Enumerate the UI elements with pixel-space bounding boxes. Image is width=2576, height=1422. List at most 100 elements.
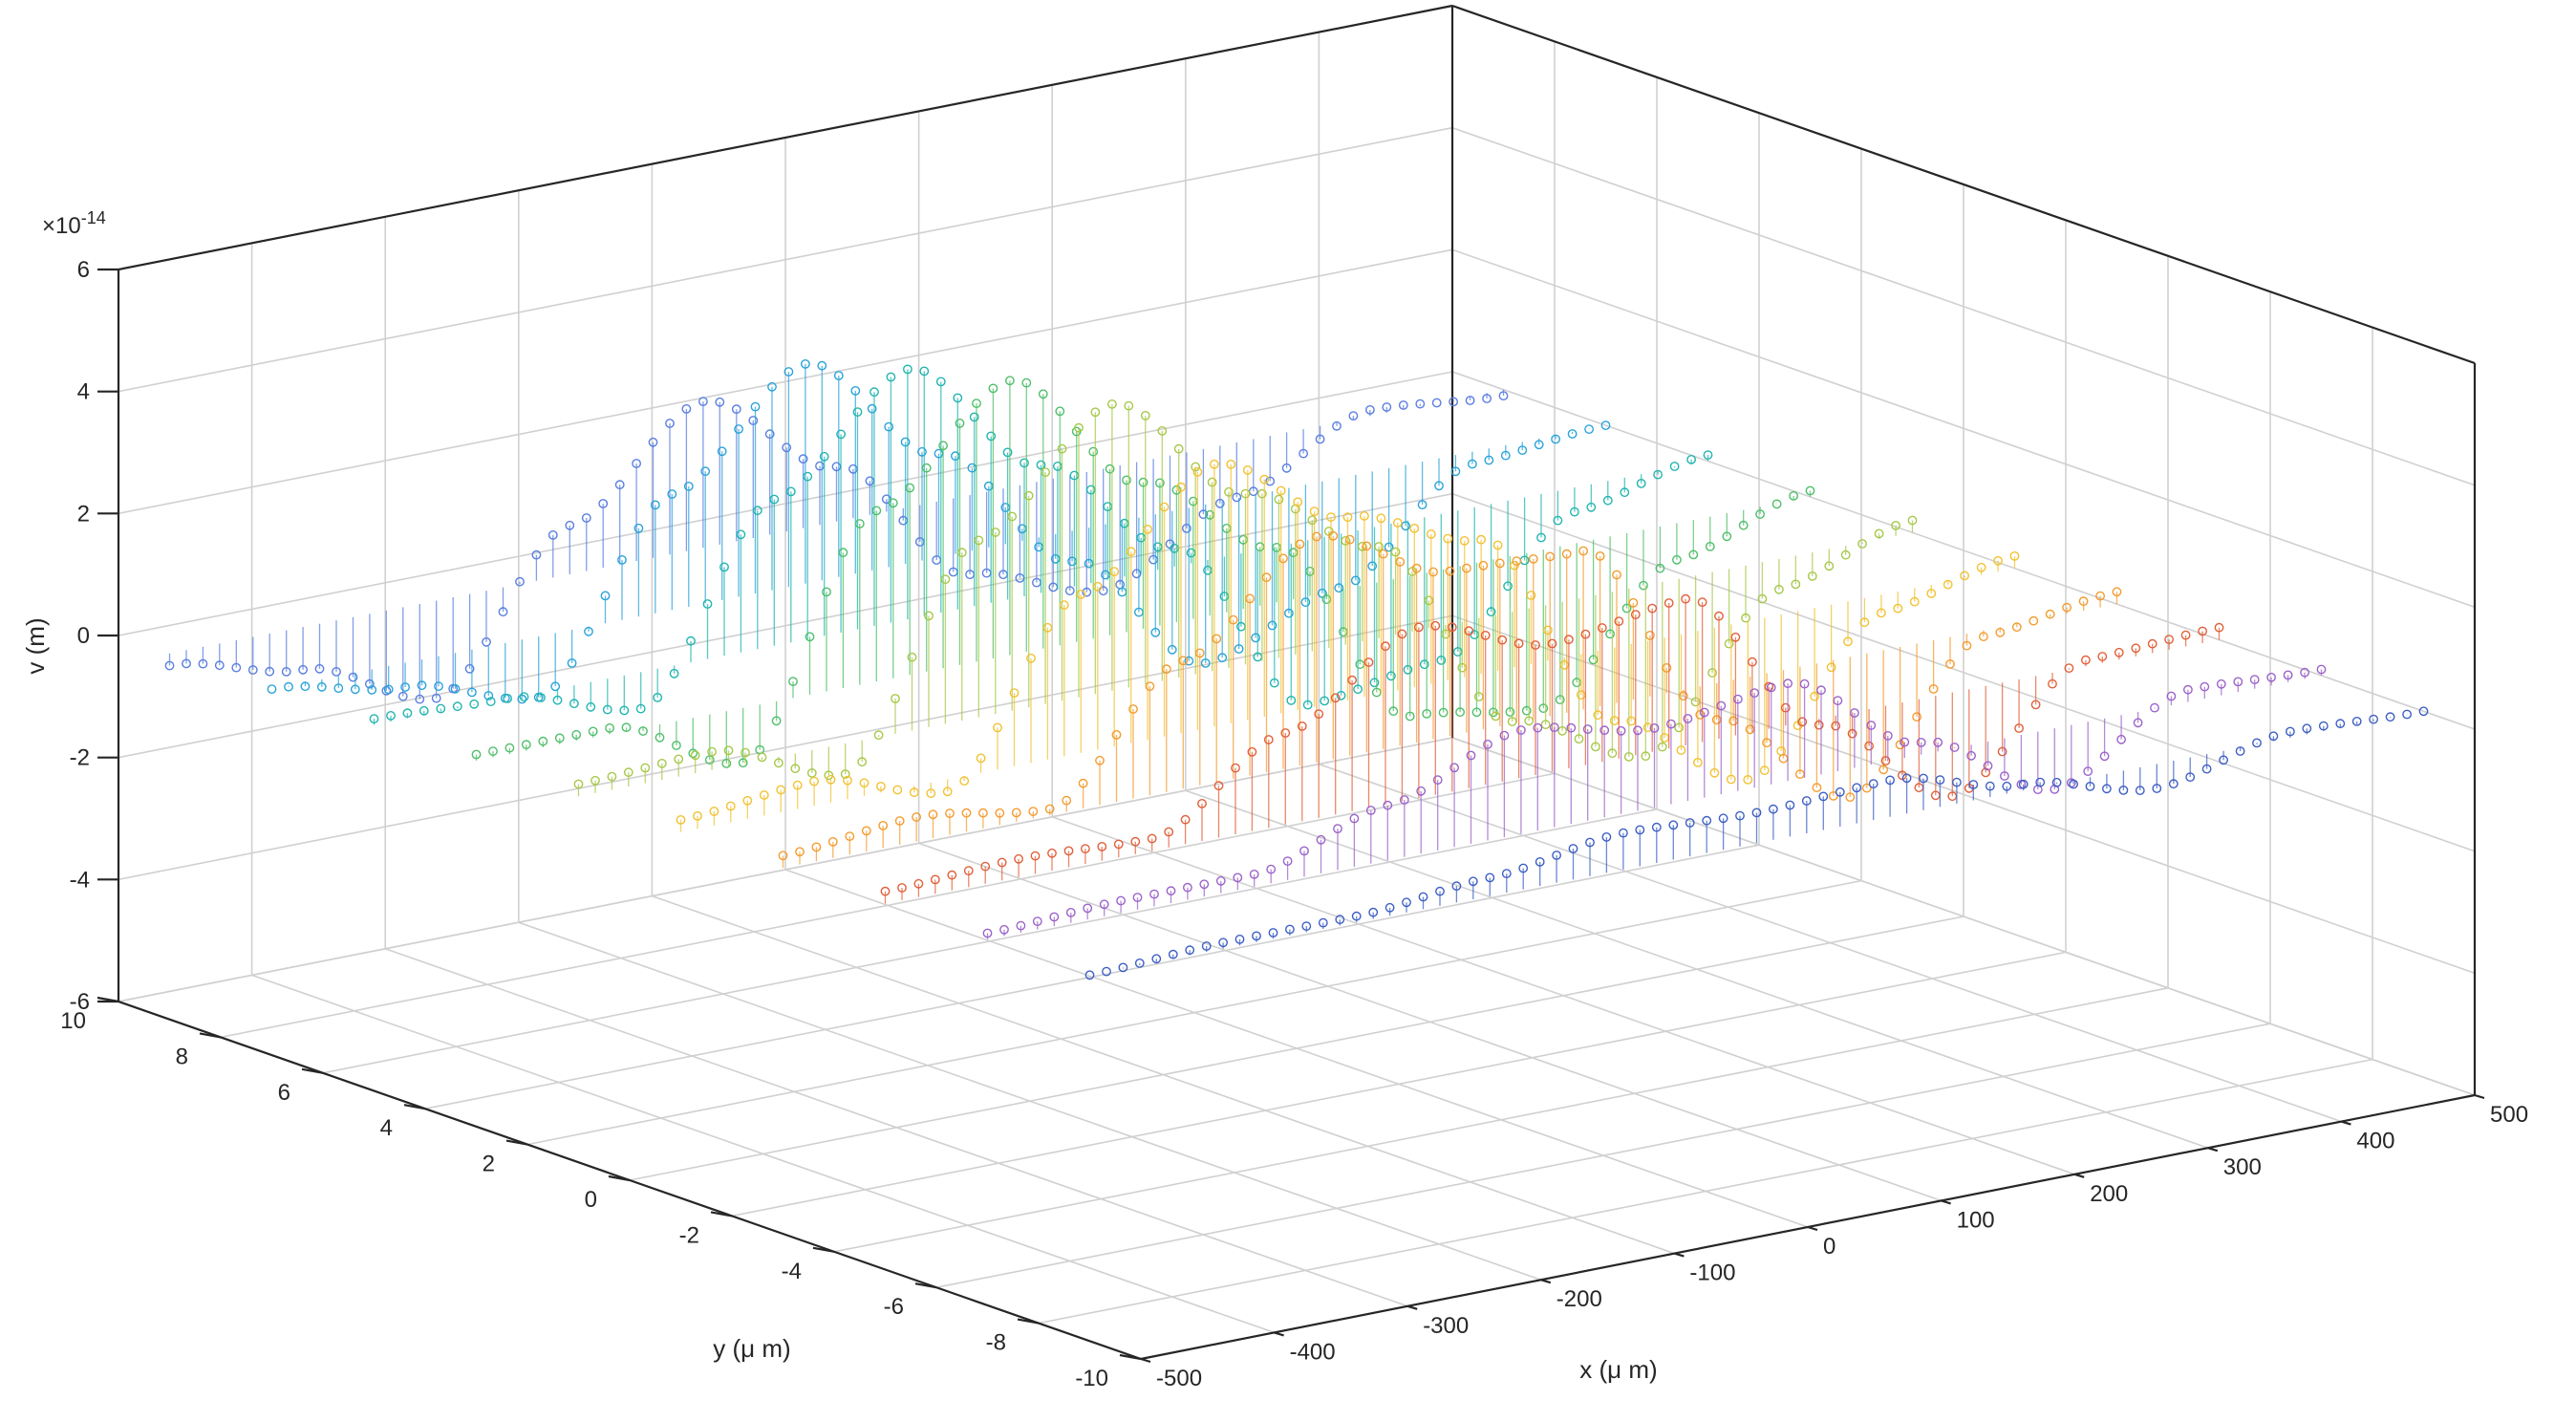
x-tick-mark [1941,1199,1951,1205]
stem-marker [1064,586,1075,595]
stem-marker [247,665,258,675]
stem-marker [554,733,565,743]
stem-marker [748,416,759,425]
stem-marker [2095,591,2106,601]
stem-marker [2118,786,2129,795]
stem-marker [386,711,396,721]
y-tick-mark [199,1032,222,1039]
z-exponent-power: -14 [81,208,106,227]
y-tick-label: 10 [60,1008,86,1034]
stem-marker [1968,780,1979,789]
stem-marker [690,750,700,761]
stem-marker [1143,525,1153,534]
x-tick-mark [2341,1120,2351,1126]
floor-gridline-y [424,844,1760,1110]
stem-marker [1088,446,1099,457]
stem-marker [903,364,912,375]
stem-marker [1983,761,1993,771]
stem-marker [827,837,838,847]
z-tick-label: 4 [77,379,90,405]
stem-marker [884,421,894,432]
stem-marker [1011,808,1021,818]
stem-marker [2045,609,2055,619]
stem-marker [1553,515,1563,526]
stem-marker [1299,448,1309,459]
stem-marker [1505,707,1515,717]
stem-marker [1242,464,1253,475]
stem-marker [1268,928,1278,937]
stem-marker [2018,779,2029,789]
stem-marker [1928,684,1939,694]
x-tick-label: 100 [1957,1207,1995,1233]
stem-marker [464,663,475,674]
x-tick-label: 400 [2356,1129,2394,1154]
stem-marker [2266,672,2277,682]
stem-marker [2318,721,2329,731]
stem-marker [1207,477,1217,487]
stem-marker [1750,688,1760,698]
stem-marker [721,759,732,768]
stem-marker [1044,804,1055,814]
stem-marker [1751,808,1762,818]
stem-marker [367,685,377,695]
stem-marker [717,446,727,457]
stem-marker [1557,725,1568,736]
stem-marker [1601,832,1612,842]
stem-marker [1464,626,1474,636]
stem-marker [1705,542,1715,551]
stem-marker [1645,631,1655,640]
stem-marker [1249,870,1259,879]
stem-marker [1301,921,1312,931]
stem-marker [602,704,612,715]
stem-marker [417,680,427,691]
stem-marker [1184,656,1194,666]
stem-marker [2101,784,2112,794]
stem-marker [1835,786,1845,797]
stem-marker [1933,737,1943,747]
stem-marker [364,679,375,689]
stem-marker [1533,722,1543,733]
stem-marker [2233,677,2243,687]
stem-marker [1365,806,1376,815]
stem-marker [999,924,1009,935]
stem-marker [921,463,932,473]
stem-marker [919,366,930,377]
stem-marker [1524,716,1535,726]
stem-marker [565,520,575,530]
stem-marker [1097,842,1107,851]
stem-marker [1861,783,1872,793]
stem-marker [1574,734,1584,743]
series-row [369,364,1713,725]
stem-marker [2131,643,2141,654]
stem-marker [947,870,957,880]
stem-marker [1718,813,1728,824]
stem-marker [686,636,696,646]
stem-marker [1383,800,1393,810]
stem-marker [1891,521,1901,530]
stem-marker [1486,607,1496,617]
stem-marker [1155,478,1165,488]
stem-marker [1132,893,1143,902]
stem-marker [314,663,325,674]
stem-marker [1111,730,1122,740]
z-tick-label: 0 [77,623,90,649]
stem-marker [1176,482,1186,492]
stem-marker [1635,825,1645,835]
stem-marker [1543,625,1553,636]
stem-marker [1485,873,1495,883]
stem-marker [1952,777,1962,787]
stem-marker [1036,460,1046,470]
stem-marker [1282,856,1293,866]
stem-marker [547,530,558,540]
stem-marker [1269,678,1279,688]
stem-marker [2216,679,2226,689]
stem-marker [1699,707,1709,718]
stem-marker [1962,640,1972,651]
stem-marker [2135,786,2145,795]
stem-marker [1194,648,1205,658]
stem-marker [1198,509,1209,520]
stem-marker [1257,488,1267,499]
stem-marker [1476,534,1487,545]
stem-marker [681,403,692,414]
stem-marker [1686,454,1697,464]
